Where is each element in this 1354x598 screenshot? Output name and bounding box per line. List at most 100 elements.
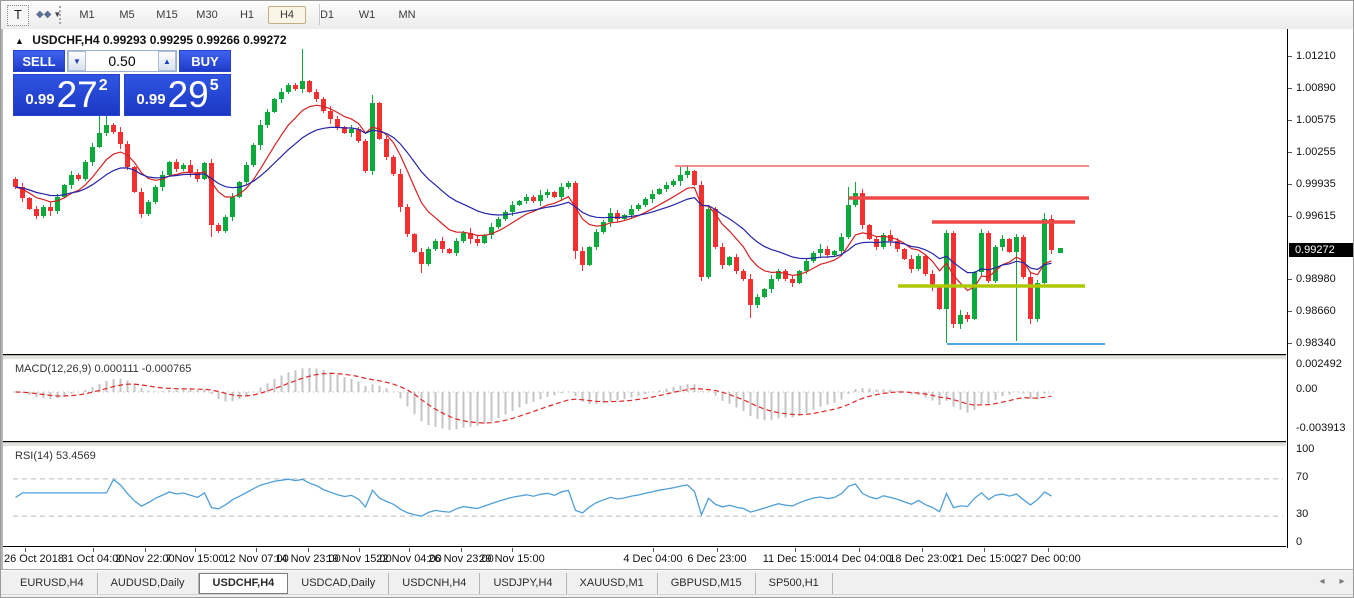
text-tool-button[interactable]: T bbox=[7, 5, 29, 26]
axis-corner bbox=[1287, 548, 1353, 570]
top-toolbar: T ◆◆▼ M1 M5 M15 M30 H1 H4 D1 W1 MN bbox=[1, 1, 1353, 30]
sell-price-frac: 0.99 bbox=[25, 91, 55, 108]
time-axis-label: 14 Nov 23:00 bbox=[275, 553, 341, 565]
ohlc-low: 0.99266 bbox=[196, 33, 240, 47]
timeframe-button-mn[interactable]: MN bbox=[398, 9, 416, 21]
timeframe-button-m15[interactable]: M15 bbox=[156, 9, 178, 21]
chart-tab-usdjpy-h4[interactable]: USDJPY,H4 bbox=[480, 573, 567, 594]
chart-tab-eurusd-h4[interactable]: EURUSD,H4 bbox=[7, 573, 98, 594]
time-tick bbox=[1048, 548, 1049, 552]
time-tick bbox=[653, 548, 654, 552]
buy-price-big: 29 bbox=[167, 74, 209, 115]
sell-button[interactable]: SELL bbox=[13, 50, 65, 72]
time-tick bbox=[461, 548, 462, 552]
price-axis-label: 0.99615 bbox=[1296, 209, 1336, 222]
rsi-axis-label: 100 bbox=[1296, 443, 1315, 455]
time-axis-label: 11 Dec 15:00 bbox=[762, 553, 828, 565]
ohlc-close: 0.99272 bbox=[243, 33, 287, 47]
candlestick-chart[interactable] bbox=[3, 29, 1286, 354]
time-axis[interactable]: 26 Oct 2018 31 Oct 04:00 2 Nov 22:00 7 Nov … bbox=[3, 548, 1286, 570]
rsi-series bbox=[13, 478, 1283, 517]
macd-axis-label: -0.003913 bbox=[1296, 422, 1346, 434]
timeframe-button-d1[interactable]: D1 bbox=[319, 9, 335, 21]
time-axis-label: 4 Dec 04:00 bbox=[623, 553, 683, 565]
time-axis-label: 19 Nov 15:00 bbox=[326, 553, 392, 565]
chart-tab-gbpusd-m15[interactable]: GBPUSD,M15 bbox=[658, 573, 756, 594]
price-tick bbox=[1288, 183, 1292, 185]
timeframe-button-h1[interactable]: H1 bbox=[239, 9, 255, 21]
chart-tab-sp500-h1[interactable]: SP500,H1 bbox=[756, 573, 833, 594]
timeframe-button-h4[interactable]: H4 bbox=[268, 6, 306, 24]
rsi-panel[interactable]: RSI(14) 53.4569 bbox=[3, 447, 1286, 547]
timeframe-button-w1[interactable]: W1 bbox=[358, 9, 376, 21]
price-axis-label: 0.99935 bbox=[1296, 177, 1336, 190]
time-axis-label: 18 Dec 23:00 bbox=[889, 553, 955, 565]
macd-name: MACD(12,26,9) bbox=[15, 363, 92, 375]
volume-decrease-button[interactable]: ▼ bbox=[68, 51, 86, 71]
volume-increase-button[interactable]: ▲ bbox=[158, 51, 176, 71]
chart-tabs: EURUSD,H4 AUDUSD,Daily USDCHF,H4 USDCAD,Dai… bbox=[7, 573, 833, 594]
macd-value-2: -0.000765 bbox=[141, 363, 192, 375]
tabs-scroll-right-button[interactable]: ▸ bbox=[1339, 576, 1345, 587]
chart-tab-usdchf-h4[interactable]: USDCHF,H4 bbox=[198, 573, 289, 594]
timeframe-button-m5[interactable]: M5 bbox=[119, 9, 135, 21]
price-axis-label: 1.01210 bbox=[1296, 50, 1336, 62]
macd-panel[interactable]: MACD(12,26,9) 0.000111 -0.000765 bbox=[3, 360, 1286, 442]
chart-tab-usdcad-daily[interactable]: USDCAD,Daily bbox=[288, 573, 390, 594]
time-tick bbox=[512, 548, 513, 552]
time-tick bbox=[195, 548, 196, 552]
buy-price-frac: 0.99 bbox=[136, 91, 166, 108]
timeframe-button-m1[interactable]: M1 bbox=[79, 9, 95, 21]
sell-price-sup: 2 bbox=[98, 77, 108, 94]
chart-tab-xauusd-m1[interactable]: XAUUSD,M1 bbox=[567, 573, 658, 594]
price-tick bbox=[1288, 311, 1292, 312]
macd-chart[interactable] bbox=[3, 360, 1286, 442]
toolbar-separator bbox=[319, 4, 321, 25]
time-tick bbox=[25, 548, 26, 552]
volume-field[interactable]: 0.50 bbox=[108, 53, 136, 69]
ohlc-open: 0.99293 bbox=[102, 33, 147, 47]
chart-title: ▲ USDCHF,H4 0.99293 0.99295 0.99266 0.99… bbox=[15, 33, 287, 47]
macd-value-1: 0.000111 bbox=[94, 363, 139, 375]
time-axis-label: 6 Dec 23:00 bbox=[687, 553, 747, 565]
price-tick bbox=[1288, 151, 1292, 153]
objects-tool-button[interactable]: ◆◆▼ bbox=[34, 5, 66, 24]
time-tick bbox=[308, 548, 309, 552]
price-axis[interactable]: 0.99272 1.01210 1.00890 1.00575 1.00255 0.99… bbox=[1287, 29, 1353, 548]
candles-and-overlays bbox=[13, 49, 1105, 345]
buy-price-box[interactable]: 0.99 29 5 bbox=[124, 74, 231, 116]
tabs-scroll-left-button[interactable]: ◂ bbox=[1319, 576, 1325, 587]
time-tick bbox=[717, 548, 718, 552]
price-chart-area[interactable]: ▲ USDCHF,H4 0.99293 0.99295 0.99266 0.99… bbox=[3, 29, 1286, 355]
timeframe-button-m30[interactable]: M30 bbox=[196, 9, 218, 21]
chart-tab-usdcnh-h4[interactable]: USDCNH,H4 bbox=[389, 573, 481, 594]
panel-splitter[interactable] bbox=[3, 355, 1286, 360]
time-tick bbox=[359, 548, 360, 552]
time-tick bbox=[984, 548, 985, 552]
rsi-axis-label: 0 bbox=[1296, 536, 1303, 548]
chart-symbol-label: USDCHF,H4 bbox=[32, 33, 100, 47]
time-tick bbox=[256, 548, 257, 552]
price-axis-label: 0.98340 bbox=[1296, 337, 1336, 349]
time-axis-label: 31 Oct 04:00 bbox=[61, 553, 125, 565]
price-tick bbox=[1288, 343, 1292, 344]
time-axis-label: 14 Dec 04:00 bbox=[826, 553, 892, 565]
chevron-down-icon: ▼ bbox=[53, 10, 61, 19]
price-axis-label: 1.00255 bbox=[1296, 145, 1336, 158]
toolbar-grip-handle[interactable] bbox=[58, 5, 63, 25]
sell-price-big: 27 bbox=[56, 74, 98, 115]
time-axis-label: 7 Nov 15:00 bbox=[165, 553, 225, 565]
rsi-chart[interactable] bbox=[3, 447, 1286, 547]
buy-price-sup: 5 bbox=[209, 77, 219, 94]
buy-button[interactable]: BUY bbox=[179, 50, 231, 72]
rsi-name: RSI(14) bbox=[15, 450, 53, 462]
chart-tab-audusd-daily[interactable]: AUDUSD,Daily bbox=[98, 573, 199, 594]
time-axis-label: 27 Dec 00:00 bbox=[1015, 553, 1081, 565]
time-axis-label: 26 Nov 23:00 bbox=[428, 553, 494, 565]
time-axis-label: 12 Nov 07:00 bbox=[223, 553, 289, 565]
sell-price-box[interactable]: 0.99 27 2 bbox=[13, 74, 120, 116]
price-tick bbox=[1288, 279, 1292, 280]
status-bar bbox=[1, 594, 1353, 597]
panel-splitter[interactable] bbox=[3, 442, 1286, 447]
macd-axis-label: 0.00 bbox=[1296, 383, 1318, 395]
